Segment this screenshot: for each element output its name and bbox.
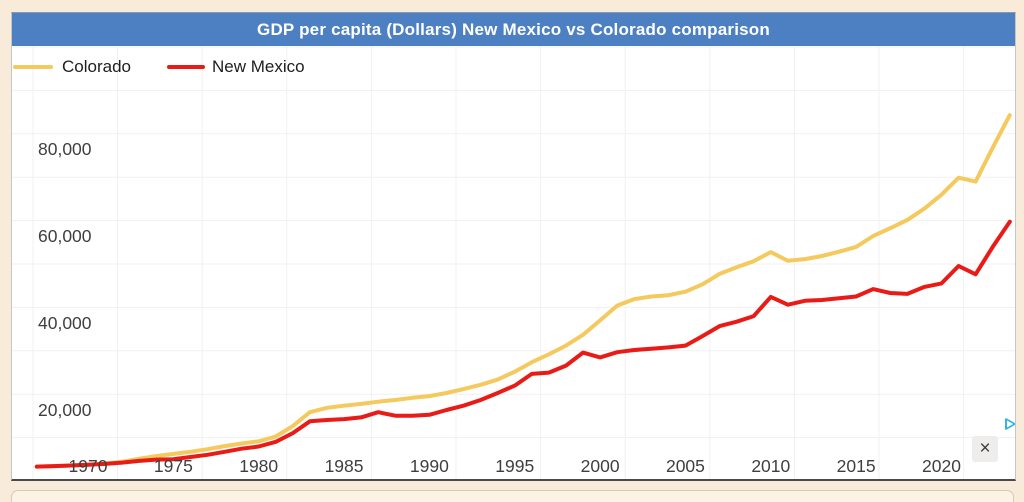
- plot-svg: 20,000 40,000 60,000 80,000 1970 1975 1980 1985…: [12, 46, 1015, 479]
- y-tick-label: 80,000: [38, 139, 92, 159]
- x-tick-label: 2005: [666, 456, 705, 476]
- chart-card: GDP per capita (Dollars) New Mexico vs C…: [11, 12, 1016, 481]
- x-axis-labels: 1970 1975 1980 1985 1990 1995 2000 2005 2010 2015…: [69, 456, 962, 476]
- x-tick-label: 2020: [922, 456, 961, 476]
- ad-close-button[interactable]: ×: [972, 436, 998, 462]
- bottom-panel: [11, 490, 1014, 502]
- plot-area: 20,000 40,000 60,000 80,000 1970 1975 1980 1985…: [12, 46, 1015, 479]
- y-tick-label: 60,000: [38, 226, 92, 246]
- y-tick-label: 20,000: [38, 400, 92, 420]
- y-axis-labels: 20,000 40,000 60,000 80,000: [38, 139, 92, 420]
- x-tick-label: 1985: [325, 456, 364, 476]
- chart-title: GDP per capita (Dollars) New Mexico vs C…: [257, 20, 770, 39]
- chart-title-bar: GDP per capita (Dollars) New Mexico vs C…: [12, 13, 1015, 46]
- legend-swatch-colorado: [13, 65, 53, 69]
- x-tick-label: 1975: [154, 456, 193, 476]
- x-tick-label: 1970: [69, 456, 108, 476]
- x-tick-label: 1990: [410, 456, 449, 476]
- adchoices-icon[interactable]: [1004, 418, 1015, 430]
- line-new-mexico: [34, 219, 1012, 469]
- close-icon: ×: [979, 438, 991, 459]
- legend-label-new-mexico: New Mexico: [212, 57, 305, 76]
- legend: Colorado New Mexico: [12, 46, 352, 86]
- line-colorado: [34, 113, 1012, 469]
- x-tick-label: 2010: [751, 456, 790, 476]
- x-tick-label: 2000: [581, 456, 620, 476]
- y-tick-label: 40,000: [38, 313, 92, 333]
- legend-label-colorado: Colorado: [62, 57, 131, 76]
- x-tick-label: 1995: [495, 456, 534, 476]
- x-tick-label: 2015: [837, 456, 876, 476]
- x-tick-label: 1980: [239, 456, 278, 476]
- grid: [12, 46, 1015, 479]
- legend-swatch-new-mexico: [167, 65, 205, 69]
